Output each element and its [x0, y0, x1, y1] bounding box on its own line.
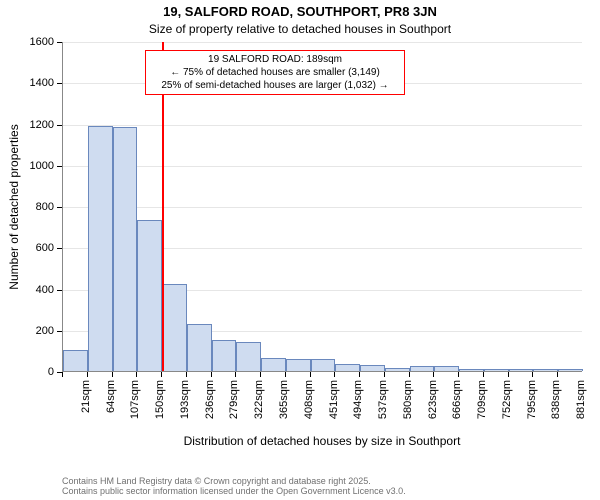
- y-tick: [57, 248, 62, 249]
- x-tick-label: 408sqm: [303, 380, 315, 430]
- grid-line: [63, 42, 582, 43]
- x-tick-label: 537sqm: [377, 380, 389, 430]
- x-tick-label: 365sqm: [278, 380, 290, 430]
- histogram-bar: [385, 368, 410, 371]
- grid-line: [63, 166, 582, 167]
- y-tick-label: 400: [0, 284, 54, 296]
- x-tick-label: 881sqm: [575, 380, 587, 430]
- y-tick: [57, 42, 62, 43]
- y-tick-label: 1200: [0, 119, 54, 131]
- histogram-bar: [137, 220, 162, 371]
- y-tick: [57, 125, 62, 126]
- chart-super-title: 19, SALFORD ROAD, SOUTHPORT, PR8 3JN: [0, 4, 600, 19]
- histogram-bar: [509, 369, 534, 371]
- x-tick-label: 64sqm: [105, 380, 117, 430]
- histogram-bar: [484, 369, 509, 371]
- grid-line: [63, 125, 582, 126]
- histogram-bar: [162, 284, 187, 371]
- histogram-bar: [187, 324, 212, 371]
- x-tick: [62, 372, 63, 377]
- x-tick: [161, 372, 162, 377]
- x-tick: [186, 372, 187, 377]
- x-tick: [260, 372, 261, 377]
- x-tick-label: 150sqm: [154, 380, 166, 430]
- x-tick: [508, 372, 509, 377]
- x-tick: [334, 372, 335, 377]
- callout-line-3: 25% of semi-detached houses are larger (…: [150, 79, 400, 92]
- y-tick-label: 200: [0, 325, 54, 337]
- footer-line-2: Contains public sector information licen…: [62, 486, 406, 496]
- histogram-bar: [212, 340, 237, 371]
- histogram-bar: [410, 366, 435, 371]
- y-tick-label: 1000: [0, 160, 54, 172]
- x-tick: [136, 372, 137, 377]
- reference-callout: 19 SALFORD ROAD: 189sqm ← 75% of detache…: [145, 50, 405, 95]
- x-tick-label: 838sqm: [550, 380, 562, 430]
- x-tick-label: 623sqm: [427, 380, 439, 430]
- x-tick: [433, 372, 434, 377]
- x-tick: [112, 372, 113, 377]
- y-tick: [57, 331, 62, 332]
- y-tick-label: 800: [0, 201, 54, 213]
- x-tick-label: 279sqm: [228, 380, 240, 430]
- x-tick: [458, 372, 459, 377]
- x-tick: [532, 372, 533, 377]
- x-tick: [409, 372, 410, 377]
- y-tick: [57, 166, 62, 167]
- histogram-bar: [311, 359, 336, 371]
- x-tick: [557, 372, 558, 377]
- x-tick: [483, 372, 484, 377]
- histogram-bar: [459, 369, 484, 371]
- y-tick-label: 0: [0, 366, 54, 378]
- y-tick: [57, 83, 62, 84]
- y-tick-label: 1400: [0, 77, 54, 89]
- histogram-bar: [434, 366, 459, 371]
- chart-sub-title: Size of property relative to detached ho…: [0, 22, 600, 36]
- x-tick-label: 795sqm: [526, 380, 538, 430]
- chart-container: 19, SALFORD ROAD, SOUTHPORT, PR8 3JN Siz…: [0, 0, 600, 500]
- grid-line: [63, 207, 582, 208]
- x-tick-label: 709sqm: [476, 380, 488, 430]
- y-tick-label: 600: [0, 242, 54, 254]
- x-tick-label: 580sqm: [402, 380, 414, 430]
- attribution-footer: Contains HM Land Registry data © Crown c…: [62, 476, 406, 496]
- x-tick-label: 666sqm: [451, 380, 463, 430]
- x-tick-label: 322sqm: [253, 380, 265, 430]
- x-tick: [211, 372, 212, 377]
- histogram-bar: [360, 365, 385, 371]
- x-tick-label: 107sqm: [129, 380, 141, 430]
- histogram-bar: [286, 359, 311, 371]
- histogram-bar: [113, 127, 138, 371]
- histogram-bar: [261, 358, 286, 371]
- footer-line-1: Contains HM Land Registry data © Crown c…: [62, 476, 406, 486]
- x-tick-label: 752sqm: [501, 380, 513, 430]
- x-tick-label: 451sqm: [328, 380, 340, 430]
- x-tick-label: 193sqm: [179, 380, 191, 430]
- x-tick: [285, 372, 286, 377]
- x-tick: [359, 372, 360, 377]
- x-tick-label: 494sqm: [352, 380, 364, 430]
- callout-line-2: ← 75% of detached houses are smaller (3,…: [150, 66, 400, 79]
- x-tick-label: 236sqm: [204, 380, 216, 430]
- x-tick: [235, 372, 236, 377]
- histogram-bar: [236, 342, 261, 371]
- x-axis-label: Distribution of detached houses by size …: [62, 434, 582, 448]
- histogram-bar: [335, 364, 360, 371]
- histogram-bar: [533, 369, 558, 371]
- y-tick-label: 1600: [0, 36, 54, 48]
- y-tick: [57, 207, 62, 208]
- x-tick: [310, 372, 311, 377]
- x-tick-label: 21sqm: [80, 380, 92, 430]
- x-tick: [384, 372, 385, 377]
- histogram-bar: [63, 350, 88, 371]
- histogram-bar: [88, 126, 113, 371]
- y-tick: [57, 290, 62, 291]
- histogram-bar: [558, 369, 583, 371]
- callout-line-1: 19 SALFORD ROAD: 189sqm: [150, 53, 400, 66]
- x-tick: [87, 372, 88, 377]
